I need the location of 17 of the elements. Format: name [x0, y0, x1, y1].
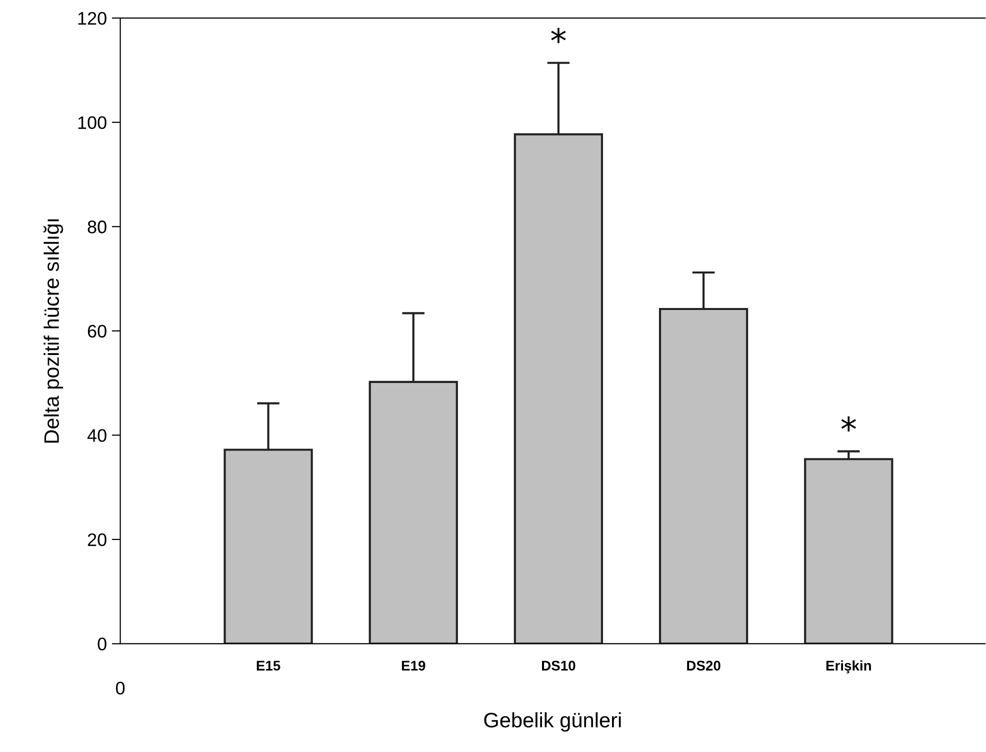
annotation: *	[551, 28, 566, 44]
y-tick-label: 0	[98, 638, 106, 650]
y-tick-label: 20	[88, 533, 106, 546]
y-tick-label: 120	[78, 12, 106, 25]
y-tick-label: 40	[87, 429, 106, 442]
x-tick-label: DS10	[542, 660, 576, 671]
x-axis-title: Gebelik günleri	[484, 712, 621, 732]
x-tick-label: E15	[256, 660, 280, 671]
y-axis-title: Delta pozitif hücre sıklığı	[43, 219, 64, 443]
annotation: *	[841, 416, 856, 432]
y-tick-label: 100	[78, 116, 106, 130]
y-tick-label: 80	[88, 220, 106, 234]
x-tick-label: DS20	[687, 660, 720, 671]
x-tick-label: Erişkin	[826, 660, 871, 674]
y-tick-label: 60	[88, 324, 106, 338]
text: 0	[116, 682, 125, 695]
x-tick-label: E19	[402, 660, 426, 671]
